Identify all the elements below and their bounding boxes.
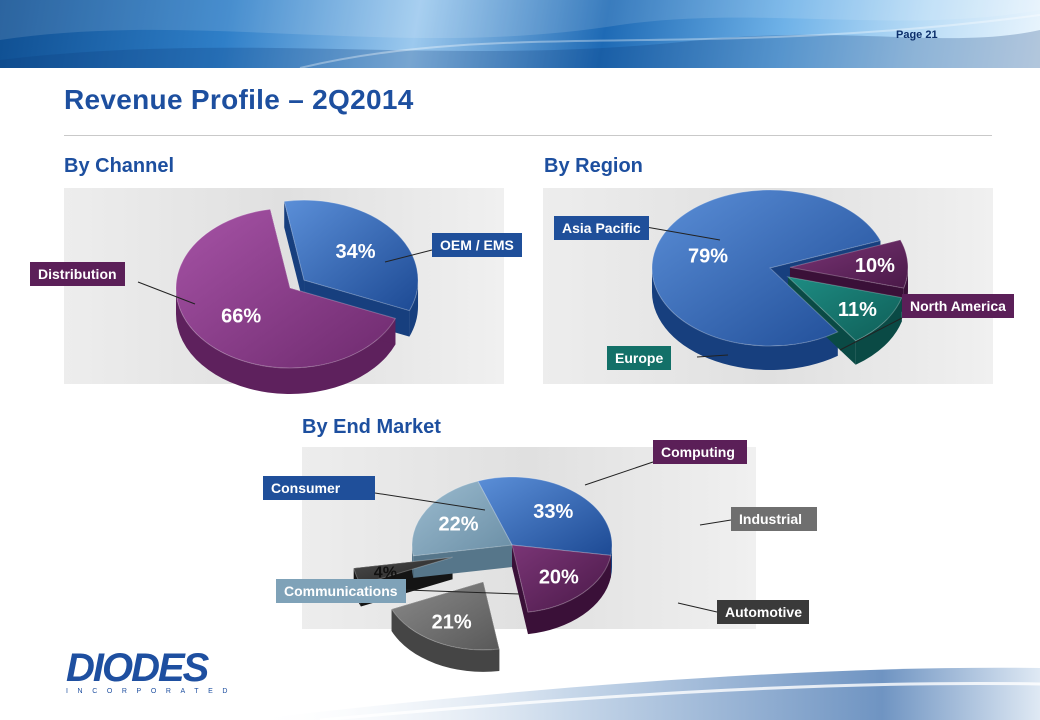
pie-1: 79% 10% 11% xyxy=(651,189,909,370)
callout-leader-line xyxy=(137,281,196,305)
pie-2: 33% 20% 21% 4% 22% xyxy=(353,476,613,672)
callout-automotive: Automotive xyxy=(717,600,809,624)
pie-value-label: 20% xyxy=(539,567,579,589)
pie-slice-side xyxy=(391,609,500,672)
callout-europe: Europe xyxy=(607,346,672,370)
market-section-title: By End Market xyxy=(302,416,441,438)
callout-communications: Communications xyxy=(276,579,406,603)
pie-value-label: 11% xyxy=(838,299,877,321)
pie-slice-side xyxy=(610,545,612,578)
callout-distribution: Distribution xyxy=(30,262,125,286)
callout-leader-line xyxy=(384,249,433,263)
pie-slice-side xyxy=(855,297,902,365)
callout-asia-pacific: Asia Pacific xyxy=(554,216,649,240)
callout-leader-line xyxy=(699,519,732,526)
callout-oem-ems: OEM / EMS xyxy=(432,233,522,257)
callout-north-america: North America xyxy=(902,294,1014,318)
pie-slice-distribution xyxy=(175,208,397,369)
header-banner: Page 21 xyxy=(0,0,1040,68)
pie-value-label: 10% xyxy=(855,255,895,277)
title-divider xyxy=(64,135,992,136)
callout-consumer: Consumer xyxy=(263,476,375,500)
banner-wave-decoration xyxy=(0,0,1040,68)
pie-slice-edge xyxy=(284,201,305,307)
pie-0: 34% 66% xyxy=(175,199,419,395)
callout-leader-line xyxy=(696,354,729,358)
region-section-title: By Region xyxy=(544,155,643,177)
pie-slice-side xyxy=(176,288,396,395)
pie-slice-edge xyxy=(413,545,512,578)
diodes-logo: DIODES INCORPORATED xyxy=(66,648,237,695)
pie-slice-communications xyxy=(411,480,513,557)
pie-value-label: 34% xyxy=(336,241,376,263)
page-number: Page 21 xyxy=(896,29,938,41)
pie-value-label: 33% xyxy=(533,501,573,523)
page-title: Revenue Profile – 2Q2014 xyxy=(64,84,414,115)
pie-value-label: 79% xyxy=(688,245,728,267)
pie-value-label: 66% xyxy=(221,306,261,328)
pie-slice-side xyxy=(412,545,414,578)
callout-industrial: Industrial xyxy=(731,507,817,531)
callout-leader-line xyxy=(584,461,654,486)
callout-leader-line xyxy=(677,602,718,613)
pie-slice-edge xyxy=(512,545,528,635)
pie-value-label: 21% xyxy=(432,611,472,633)
pie-slice-oem-ems xyxy=(283,199,419,312)
pie-slice-computing xyxy=(511,544,612,613)
pie-slice-side xyxy=(652,268,838,370)
pie-slice-asia-pacific xyxy=(651,189,882,347)
callout-leader-line xyxy=(645,226,721,241)
pie-value-label: 22% xyxy=(439,514,479,536)
callout-leader-line xyxy=(839,317,903,351)
logo-wordmark: DIODES xyxy=(66,646,209,690)
pie-slice-north-america xyxy=(789,239,909,289)
pie-slice-europe xyxy=(786,276,903,342)
channel-section-title: By Channel xyxy=(64,155,175,177)
pie-value-label: 4% xyxy=(374,565,397,582)
callout-computing: Computing xyxy=(653,440,747,464)
pie-slice-industrial xyxy=(390,581,500,651)
callout-leader-line xyxy=(405,589,521,595)
callout-leader-line xyxy=(374,492,486,511)
pie-slice-consumer xyxy=(477,476,613,556)
pie-slice-side xyxy=(409,280,419,337)
pie-slice-side xyxy=(527,555,611,635)
logo-subtext: INCORPORATED xyxy=(66,688,238,695)
